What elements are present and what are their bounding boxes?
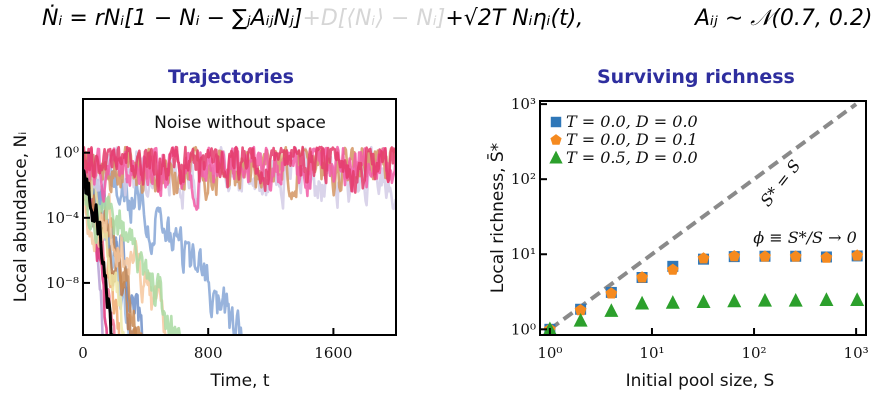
triangle-marker <box>788 292 803 307</box>
triangle-marker <box>604 303 619 317</box>
pentagon-marker <box>728 250 741 262</box>
reference-line-label: S* = S <box>756 156 804 210</box>
triangle-marker <box>727 293 742 308</box>
trajectories-ylabel: Local abundance, Nᵢ <box>11 132 31 303</box>
triangle-marker <box>549 150 563 164</box>
trajectories-ticks: 0 800 1600 10⁰ 10⁻⁴ 10⁻⁸ <box>46 144 353 362</box>
x-tick-label: 10² <box>741 344 766 362</box>
richness-ylabel: Local richness, S̄* <box>486 143 508 293</box>
pentagon-marker <box>820 251 833 263</box>
pentagon-marker <box>789 250 802 262</box>
pentagon-marker <box>666 263 679 275</box>
x-tick-label: 10³ <box>844 344 869 362</box>
pentagon-marker <box>851 249 864 261</box>
x-tick-label: 800 <box>194 344 223 362</box>
trajectory-highlighted <box>84 169 114 334</box>
trajectory-orange-brown <box>84 175 143 334</box>
triangle-marker <box>850 292 865 306</box>
legend-entry: T = 0.0, D = 0.1 <box>550 130 698 149</box>
triangle-marker <box>819 292 834 306</box>
square-marker <box>550 116 562 128</box>
trajectory-lines <box>84 145 396 334</box>
x-tick-label: 1600 <box>314 344 352 362</box>
richness-legend: T = 0.0, D = 0.0T = 0.0, D = 0.1T = 0.5,… <box>549 112 698 167</box>
legend-label: T = 0.0, D = 0.1 <box>566 130 698 149</box>
model-equation: Ṅᵢ = rNᵢ[1 − Nᵢ − ∑ⱼAᵢⱼNⱼ]+D[⟨Nᵢ⟩ − Nᵢ]+… <box>0 2 881 42</box>
series-pentagon <box>544 249 864 335</box>
richness-axes-frame <box>539 100 867 336</box>
y-tick-label: 10⁰ <box>54 144 79 162</box>
y-tick-label: 10⁰ <box>511 320 536 338</box>
equation-interaction-distribution: Aᵢⱼ ∼ 𝒩(0.7, 0.2) <box>695 6 873 31</box>
y-tick-label: 10² <box>511 170 536 188</box>
pentagon-marker <box>759 250 771 262</box>
pentagon-marker <box>574 304 587 316</box>
triangle-marker <box>696 294 711 309</box>
phi-annotation: ϕ ≡ S*/S → 0 <box>753 228 857 247</box>
trajectories-xlabel: Time, t <box>209 371 269 391</box>
richness-panel: 10⁰ 10¹ 10² 10³ 10⁰ 10¹ 10² 10³ T = 0.0, D = 0.… <box>486 95 869 391</box>
triangle-marker <box>573 312 588 327</box>
richness-xlabel: Initial pool size, S <box>626 371 775 391</box>
triangle-marker <box>635 295 650 310</box>
legend-label: T = 0.0, D = 0.0 <box>566 112 698 131</box>
x-tick-label: 10⁰ <box>537 344 562 362</box>
equation-growth-term: Ṅᵢ = rNᵢ[1 − Nᵢ − ∑ⱼAᵢⱼNⱼ] <box>42 6 303 31</box>
richness-ticks: 10⁰ 10¹ 10² 10³ 10⁰ 10¹ 10² 10³ <box>511 95 869 362</box>
equation-diffusion-term: +D[⟨Nᵢ⟩ − Nᵢ] <box>302 6 446 31</box>
pentagon-marker <box>605 287 618 299</box>
trajectory-crimson <box>84 145 396 194</box>
pentagon-marker <box>697 252 710 264</box>
triangle-marker <box>757 292 772 307</box>
pentagon-marker <box>636 271 648 283</box>
trajectories-annotation: Noise without space <box>154 113 326 133</box>
richness-markers <box>542 249 865 336</box>
pentagon-marker <box>550 134 562 145</box>
y-tick-label: 10¹ <box>511 245 536 263</box>
triangle-marker <box>665 295 680 309</box>
trajectories-title: Trajectories <box>168 66 294 88</box>
legend-entry: T = 0.0, D = 0.0 <box>550 112 698 131</box>
trajectories-panel: Noise without space 0 800 160010⁰10⁻⁴10⁻⁸ … <box>11 98 397 391</box>
equation-lhs: Ṅᵢ = rNᵢ[1 − Nᵢ − ∑ⱼAᵢⱼNⱼ]+D[⟨Nᵢ⟩ − Nᵢ]+… <box>42 6 583 31</box>
x-tick-label: 10¹ <box>639 344 664 362</box>
richness-title: Surviving richness <box>597 66 795 88</box>
legend-label: T = 0.5, D = 0.0 <box>566 148 698 167</box>
equation-noise-term: +√2T Nᵢηᵢ(t), <box>445 6 584 31</box>
legend-entry: T = 0.5, D = 0.0 <box>549 148 698 167</box>
y-tick-label: 10³ <box>511 95 536 113</box>
y-tick-label: 10⁻⁴ <box>46 209 79 227</box>
identity-reference-line <box>548 102 858 331</box>
x-tick-label: 0 <box>78 344 88 362</box>
y-tick-label: 10⁻⁸ <box>46 274 79 292</box>
